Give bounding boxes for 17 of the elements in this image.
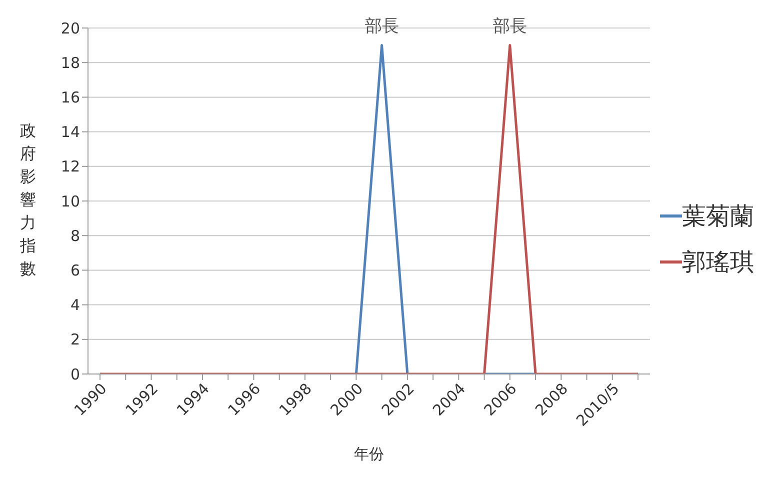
y-tick-label: 20 xyxy=(60,19,80,38)
y-axis-title: 政府影響力指數 xyxy=(19,121,36,278)
x-axis-title: 年份 xyxy=(354,445,384,463)
y-tick-label: 0 xyxy=(70,365,80,384)
y-tick-label: 12 xyxy=(60,158,80,176)
y-tick-label: 8 xyxy=(70,226,80,245)
legend-label: 郭瑤琪 xyxy=(682,246,754,278)
y-tick-label: 4 xyxy=(70,296,80,314)
y-tick-label: 18 xyxy=(60,54,80,72)
y-tick-label: 14 xyxy=(60,123,80,142)
y-tick-label: 2 xyxy=(70,330,80,349)
annotation: 部長 xyxy=(364,16,399,36)
y-tick-label: 16 xyxy=(60,88,80,107)
legend-label: 葉菊蘭 xyxy=(682,200,754,232)
annotation: 部長 xyxy=(492,16,527,36)
y-tick-label: 10 xyxy=(60,192,80,210)
y-tick-label: 6 xyxy=(70,262,80,280)
